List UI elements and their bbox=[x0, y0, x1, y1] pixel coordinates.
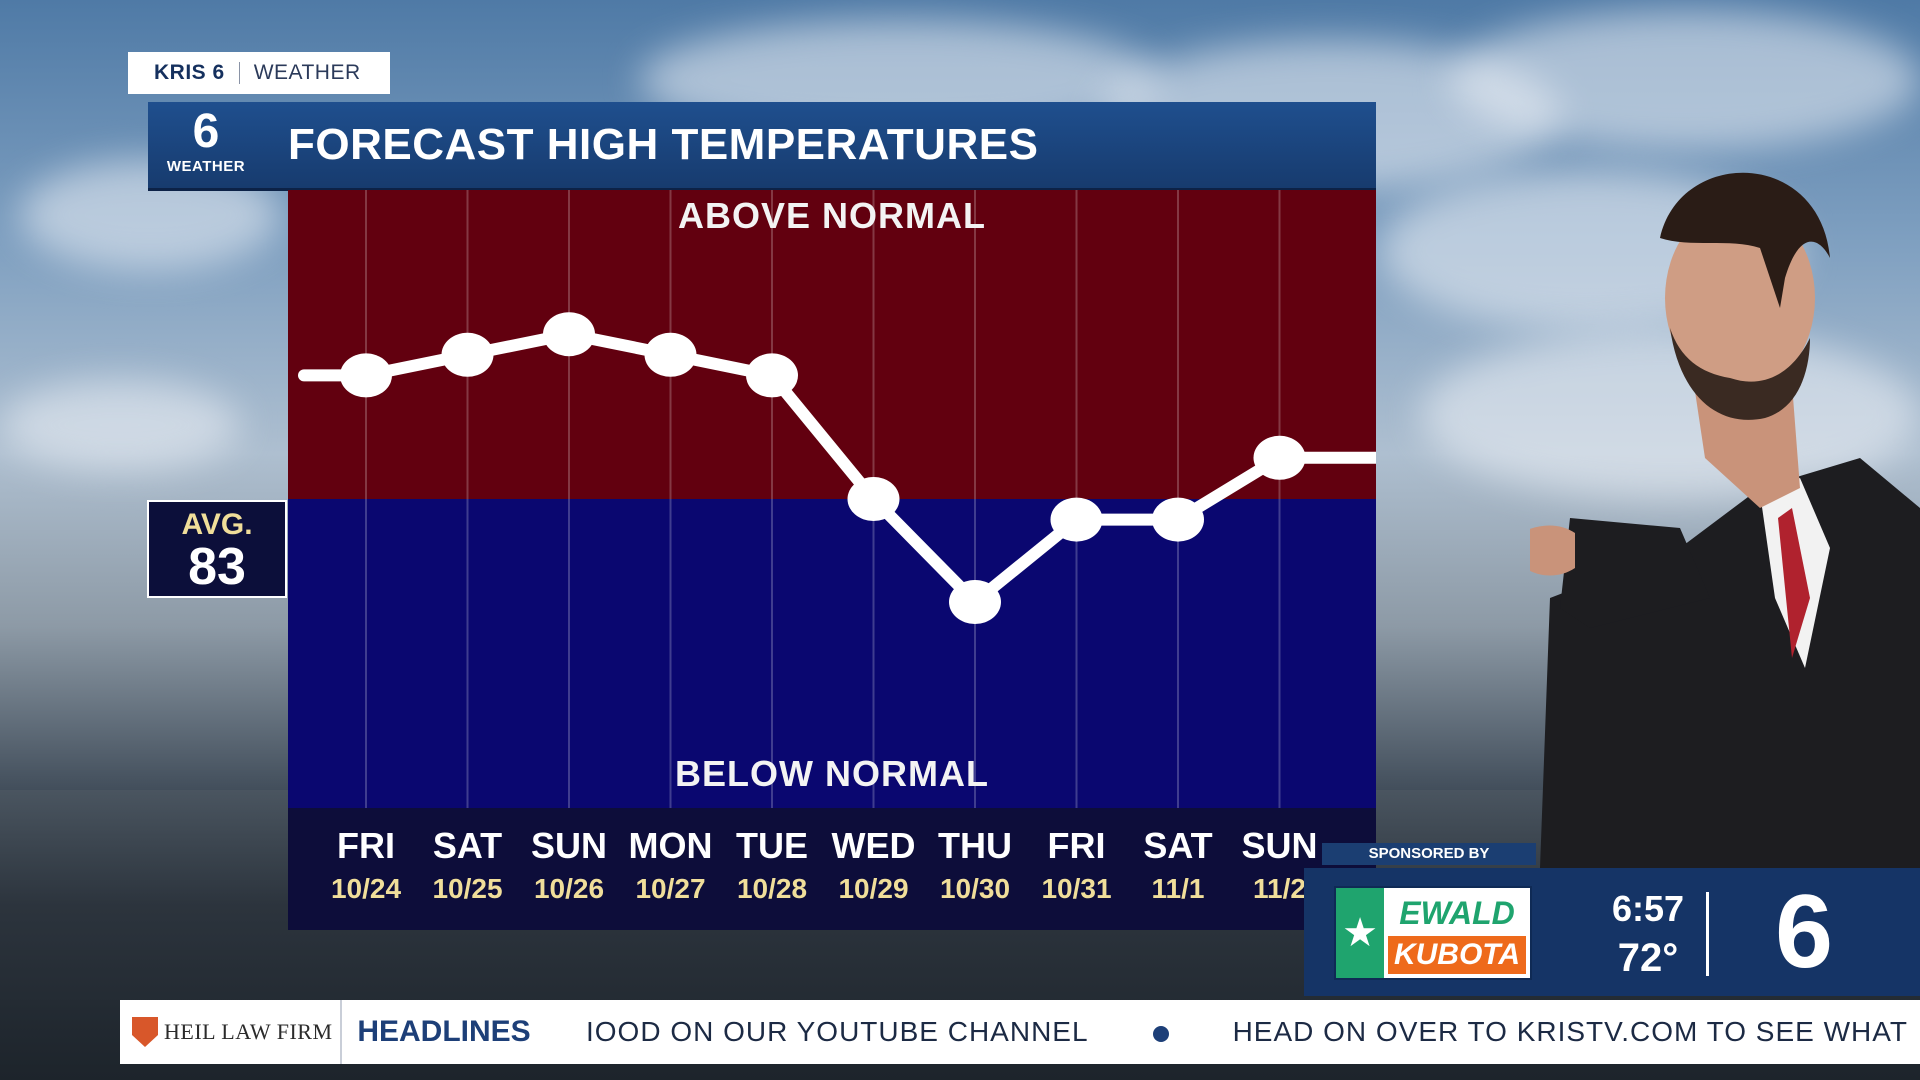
news-ticker: HEIL LAW FIRM HEADLINES IOOD ON OUR YOUT… bbox=[120, 1000, 1920, 1064]
data-point-10-30 bbox=[949, 580, 1001, 624]
sponsor-name-bottom: KUBOTA bbox=[1388, 936, 1526, 974]
logo-label: WEATHER bbox=[166, 158, 246, 175]
station-tag: KRIS 6 WEATHER bbox=[128, 52, 390, 94]
station-bug: ★ EWALD KUBOTA 6:57 72° 6 bbox=[1304, 868, 1920, 996]
x-axis-band bbox=[288, 808, 1376, 930]
data-point-11-2 bbox=[1253, 435, 1306, 480]
x-tick-day: FRI bbox=[1048, 825, 1106, 866]
x-tick-date: 10/26 bbox=[534, 873, 604, 904]
x-tick-date: 10/27 bbox=[635, 873, 705, 904]
data-point-10-24 bbox=[340, 353, 392, 398]
below-normal-region bbox=[288, 499, 1376, 808]
average-value: 83 bbox=[188, 538, 246, 596]
data-point-10-28 bbox=[746, 353, 798, 398]
sponsor-logo: ★ EWALD KUBOTA bbox=[1334, 886, 1532, 980]
ticker-sponsor-name: HEIL LAW FIRM bbox=[164, 1019, 333, 1044]
average-box: AVG. 83 bbox=[147, 500, 287, 598]
tag-divider bbox=[238, 62, 240, 84]
x-tick-day: SAT bbox=[433, 825, 502, 866]
x-tick-day: WED bbox=[832, 825, 916, 866]
bullet-icon bbox=[1152, 1025, 1169, 1042]
x-tick-day: FRI bbox=[337, 825, 395, 866]
above-normal-label: ABOVE NORMAL bbox=[678, 195, 986, 236]
star-icon: ★ bbox=[1336, 888, 1384, 978]
ticker-scroll: IOOD ON OUR YOUTUBE CHANNEL HEAD ON OVER … bbox=[586, 1000, 1920, 1064]
sponsor-name-top: EWALD bbox=[1399, 895, 1515, 931]
graphic-header: 6 WEATHER FORECAST HIGH TEMPERATURES bbox=[148, 102, 1376, 191]
ticker-section: HEADLINES bbox=[357, 1015, 531, 1048]
x-tick-day: SUN bbox=[1241, 825, 1317, 866]
x-tick-date: 10/25 bbox=[432, 873, 502, 904]
data-point-10-25 bbox=[441, 332, 494, 377]
x-tick-date: 10/31 bbox=[1041, 873, 1111, 904]
x-tick-date: 11/1 bbox=[1152, 873, 1205, 904]
sponsored-by-label: SPONSORED BY bbox=[1322, 843, 1536, 865]
x-tick-date: 10/29 bbox=[838, 873, 908, 904]
shield-icon bbox=[132, 1017, 158, 1047]
section-name: WEATHER bbox=[253, 61, 361, 84]
weather-logo: 6 WEATHER bbox=[160, 106, 252, 184]
data-point-11-1 bbox=[1152, 497, 1204, 542]
station-name: KRIS 6 bbox=[154, 61, 225, 84]
x-tick-day: TUE bbox=[736, 825, 808, 866]
data-point-10-31 bbox=[1050, 497, 1103, 542]
logo-number: 6 bbox=[192, 105, 220, 158]
x-tick-date: 10/28 bbox=[737, 873, 807, 904]
presenter bbox=[1520, 128, 1920, 868]
x-tick-date: 11/2 bbox=[1253, 873, 1306, 904]
data-point-10-29 bbox=[847, 477, 900, 521]
forecast-chart: ABOVE NORMAL BELOW NORMAL FRI 10/24 SAT 10/25… bbox=[288, 190, 1376, 930]
data-point-10-27 bbox=[644, 332, 697, 377]
average-label: AVG. bbox=[181, 508, 253, 541]
data-point-10-26 bbox=[543, 312, 595, 357]
x-tick-day: SUN bbox=[531, 825, 607, 866]
below-normal-label: BELOW NORMAL bbox=[675, 753, 989, 794]
ticker-sponsor: HEIL LAW FIRM bbox=[120, 1000, 342, 1064]
ticker-item: IOOD ON OUR YOUTUBE CHANNEL bbox=[586, 1016, 1089, 1047]
current-temperature: 72° bbox=[1617, 936, 1679, 980]
graphic-title: FORECAST HIGH TEMPERATURES bbox=[288, 120, 1039, 169]
station-logo: 6 bbox=[1775, 874, 1833, 990]
x-tick-date: 10/30 bbox=[940, 873, 1010, 904]
x-tick-date: 10/24 bbox=[331, 873, 401, 904]
x-tick-day: SAT bbox=[1143, 825, 1212, 866]
x-tick-day: THU bbox=[938, 825, 1012, 866]
bug-divider bbox=[1706, 892, 1709, 976]
x-tick-day: MON bbox=[629, 825, 713, 866]
ticker-item: HEAD ON OVER TO KRISTV.COM TO SEE WHAT bbox=[1232, 1016, 1908, 1047]
current-time: 6:57 bbox=[1611, 888, 1685, 929]
